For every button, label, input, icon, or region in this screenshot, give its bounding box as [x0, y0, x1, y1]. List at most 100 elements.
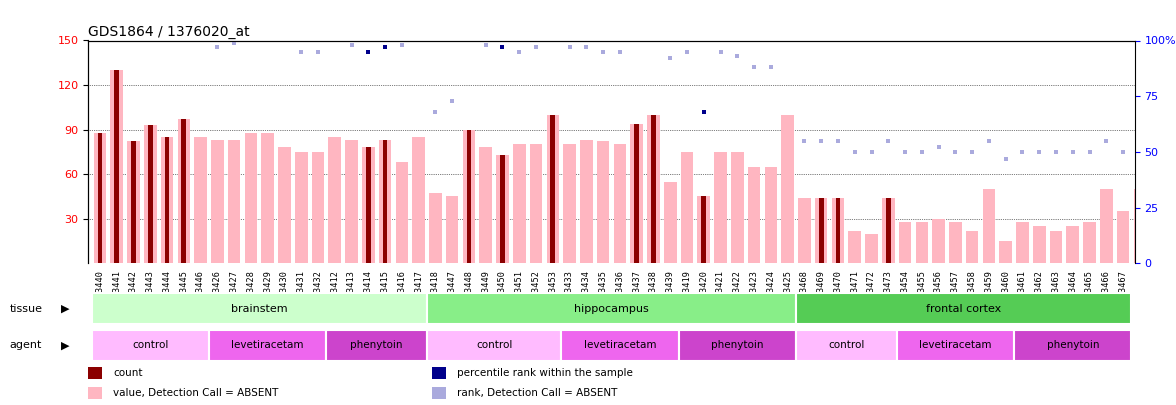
Point: [896, 149, 915, 155]
Point: [359, 49, 377, 55]
Point: [91, 37, 109, 44]
Point: [594, 49, 613, 55]
Text: ▶: ▶: [61, 304, 69, 314]
Point: [342, 42, 361, 48]
Bar: [597, 141, 609, 263]
Bar: [433, 387, 446, 399]
Bar: [211, 140, 223, 263]
Bar: [127, 141, 140, 263]
Bar: [98, 132, 102, 263]
Bar: [92, 293, 427, 324]
Bar: [143, 125, 156, 263]
Point: [476, 42, 495, 48]
Point: [275, 37, 294, 44]
Bar: [898, 222, 911, 263]
Point: [963, 149, 982, 155]
Bar: [165, 137, 169, 263]
Point: [644, 26, 663, 33]
Bar: [630, 124, 643, 263]
Bar: [949, 222, 962, 263]
Point: [711, 49, 730, 55]
Bar: [916, 222, 928, 263]
Point: [795, 31, 814, 37]
Point: [527, 44, 546, 51]
Bar: [161, 137, 173, 263]
Point: [443, 98, 462, 104]
Bar: [92, 330, 209, 361]
Bar: [1100, 189, 1112, 263]
Point: [208, 44, 227, 51]
Point: [811, 138, 830, 144]
Bar: [194, 137, 207, 263]
Bar: [983, 189, 995, 263]
Text: value, Detection Call = ABSENT: value, Detection Call = ABSENT: [113, 388, 279, 398]
Point: [1047, 149, 1065, 155]
Point: [107, 6, 126, 13]
Point: [627, 31, 646, 37]
Bar: [614, 145, 626, 263]
Bar: [836, 198, 841, 263]
Bar: [1117, 211, 1129, 263]
Bar: [446, 196, 459, 263]
Bar: [228, 140, 240, 263]
Text: frontal cortex: frontal cortex: [927, 304, 1002, 314]
Point: [174, 19, 193, 26]
Bar: [647, 115, 660, 263]
Bar: [664, 181, 676, 263]
Point: [409, 37, 428, 44]
Bar: [1083, 222, 1096, 263]
Bar: [1067, 226, 1080, 263]
Point: [1030, 149, 1049, 155]
Point: [610, 49, 629, 55]
Point: [393, 42, 412, 48]
Bar: [1014, 330, 1131, 361]
Bar: [114, 70, 119, 263]
Point: [543, 19, 562, 26]
Point: [158, 28, 176, 35]
Point: [560, 44, 579, 51]
Bar: [513, 145, 526, 263]
Bar: [429, 194, 442, 263]
Point: [125, 37, 143, 44]
Point: [1080, 149, 1098, 155]
Text: phenytoin: phenytoin: [711, 340, 763, 350]
Bar: [467, 130, 472, 263]
Bar: [295, 152, 307, 263]
Point: [493, 44, 512, 51]
Point: [694, 109, 713, 115]
Bar: [697, 196, 710, 263]
Point: [493, 44, 512, 51]
Point: [1130, 138, 1149, 144]
Bar: [88, 367, 102, 379]
Bar: [547, 115, 559, 263]
Bar: [818, 198, 823, 263]
Point: [460, 31, 479, 37]
Bar: [111, 70, 123, 263]
Point: [627, 31, 646, 37]
Point: [141, 31, 160, 37]
Point: [460, 31, 479, 37]
Text: levetiracetam: levetiracetam: [232, 340, 303, 350]
Bar: [427, 293, 796, 324]
Point: [259, 31, 278, 37]
Bar: [279, 147, 290, 263]
Bar: [366, 147, 370, 263]
Bar: [328, 137, 341, 263]
Bar: [245, 132, 258, 263]
Bar: [866, 234, 877, 263]
Point: [241, 31, 260, 37]
Point: [677, 49, 696, 55]
Bar: [681, 152, 694, 263]
Point: [661, 55, 680, 62]
Point: [795, 138, 814, 144]
Point: [878, 138, 897, 144]
Point: [829, 31, 848, 37]
Text: control: control: [476, 340, 513, 350]
Bar: [796, 330, 896, 361]
Point: [829, 138, 848, 144]
Text: ▶: ▶: [61, 340, 69, 350]
Bar: [178, 119, 191, 263]
Bar: [652, 115, 656, 263]
Text: levetiracetam: levetiracetam: [920, 340, 991, 350]
Bar: [327, 330, 427, 361]
